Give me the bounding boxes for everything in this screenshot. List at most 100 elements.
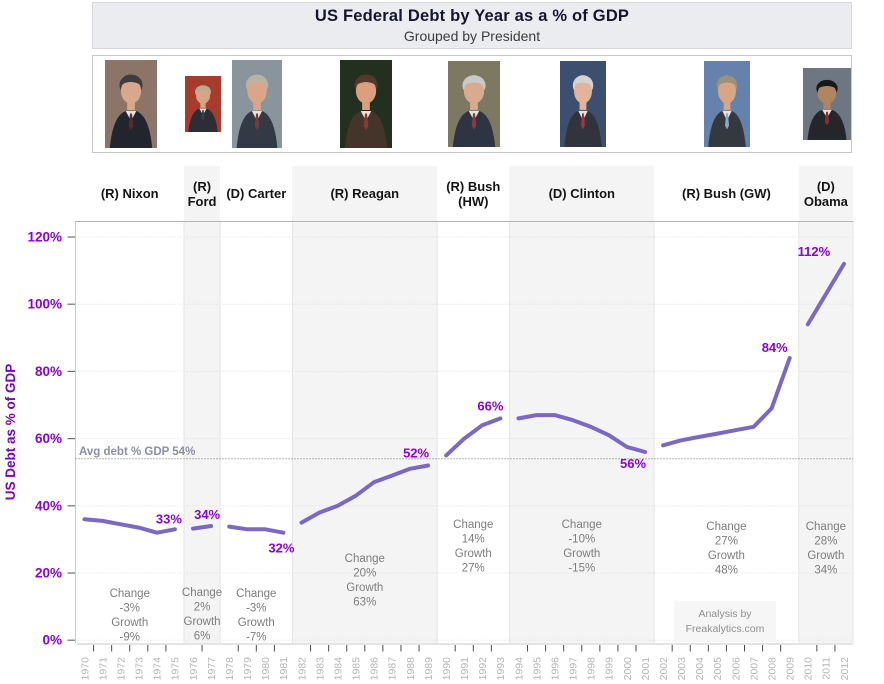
- year-label: 1993: [495, 657, 507, 681]
- year-label: 1991: [459, 657, 471, 681]
- president-portrait: [232, 60, 283, 148]
- year-label: 1975: [170, 657, 182, 681]
- credit-box: Analysis by Freakalytics.com: [674, 601, 776, 642]
- year-label: 1978: [224, 657, 236, 681]
- year-label: 1980: [260, 657, 272, 681]
- panel-background: [183, 221, 221, 643]
- end-value-label: 112%: [798, 244, 831, 259]
- president-portrait: [448, 61, 501, 147]
- president-name-label: (D) Obama: [803, 178, 848, 209]
- year-label: 2012: [839, 657, 851, 681]
- end-value-label: 33%: [156, 511, 182, 526]
- year-label: 1982: [296, 657, 308, 681]
- header-cell-r-nixon[interactable]: (R) Nixon: [76, 166, 184, 221]
- end-value-label: 32%: [268, 541, 294, 556]
- year-label: 1979: [242, 657, 254, 681]
- year-label: 1990: [441, 657, 453, 681]
- y-tick-label: 120%: [27, 230, 62, 245]
- header-cell-r-reagan[interactable]: (R) Reagan: [292, 166, 438, 221]
- year-label: 2005: [712, 657, 724, 681]
- header-cell-d-carter[interactable]: (D) Carter: [220, 166, 292, 221]
- year-label: 1986: [369, 657, 381, 681]
- debt-line-segment[interactable]: [516, 413, 648, 454]
- change-growth-annotation: Change -3% Growth -7%: [236, 588, 276, 644]
- portrait-bust-icon: [559, 61, 606, 147]
- year-label: 1971: [97, 657, 109, 681]
- year-label: 1970: [79, 657, 91, 681]
- panel-background: [292, 221, 438, 643]
- chart-title: US Federal Debt by Year as a % of GDP: [314, 7, 630, 25]
- year-label: 1984: [332, 657, 344, 681]
- president-portrait: [559, 61, 606, 147]
- y-tick-label: 20%: [35, 566, 62, 581]
- portrait-bust-icon: [339, 60, 392, 148]
- end-value-label: 52%: [403, 445, 429, 460]
- year-label: 1996: [549, 657, 561, 681]
- portrait-bust-icon: [104, 60, 157, 148]
- year-label: 1994: [513, 657, 525, 681]
- header-cell-r-ford[interactable]: (R) Ford: [183, 166, 221, 221]
- year-label: 1981: [278, 657, 290, 681]
- year-label: 1972: [116, 657, 128, 681]
- chart-subtitle: Grouped by President: [403, 28, 541, 44]
- y-tick-label: 100%: [27, 297, 62, 312]
- year-label: 1988: [405, 657, 417, 681]
- header-cell-r-bush-hw[interactable]: (R) Bush (HW): [437, 166, 509, 221]
- president-name-label: (R) Reagan: [330, 186, 400, 201]
- year-label: 2002: [658, 657, 670, 681]
- y-tick-label: 60%: [35, 431, 62, 446]
- header-cell-d-obama[interactable]: (D) Obama: [798, 166, 853, 221]
- year-label: 1976: [188, 657, 200, 681]
- debt-line-segment[interactable]: [191, 524, 214, 531]
- change-growth-annotation: Change -10% Growth -15%: [562, 519, 602, 575]
- change-growth-annotation: Change 27% Growth 48%: [706, 521, 746, 577]
- y-tick-label: 80%: [35, 364, 62, 379]
- year-label: 2003: [676, 657, 688, 681]
- y-tick-label: 40%: [35, 498, 62, 513]
- panel-background: [509, 221, 655, 643]
- debt-line-segment[interactable]: [444, 416, 503, 458]
- title-bar: US Federal Debt by Year as a % of GDP Gr…: [92, 2, 852, 49]
- change-growth-annotation: Change -3% Growth -9%: [110, 588, 150, 644]
- end-value-label: 84%: [762, 340, 788, 355]
- y-tick-label: 0%: [42, 633, 62, 648]
- year-label: 1977: [206, 657, 218, 681]
- president-name-label: (D) Clinton: [548, 186, 615, 201]
- year-label: 2007: [748, 657, 760, 681]
- year-label: 2001: [640, 657, 652, 681]
- header-cell-d-clinton[interactable]: (D) Clinton: [509, 166, 655, 221]
- president-name-label: (D) Carter: [226, 186, 287, 201]
- credit-line1: Analysis by: [698, 608, 752, 620]
- year-label: 1985: [351, 657, 363, 681]
- avg-debt-label: Avg debt % GDP 54%: [79, 446, 195, 458]
- debt-line-segment[interactable]: [661, 356, 792, 448]
- credit-line2: Freakalytics.com: [685, 623, 765, 635]
- president-name-label: (R) Ford: [187, 178, 217, 209]
- debt-line-segment[interactable]: [805, 261, 846, 327]
- year-label: 2010: [803, 657, 815, 681]
- end-value-label: 56%: [620, 456, 646, 471]
- header-cell-r-bush-gw[interactable]: (R) Bush (GW): [654, 166, 799, 221]
- debt-line-segment[interactable]: [82, 517, 177, 535]
- portrait-bust-icon: [448, 61, 501, 147]
- year-label: 2009: [785, 657, 797, 681]
- portrait-bust-icon: [704, 61, 751, 147]
- president-portrait: [185, 76, 222, 132]
- year-label: 1999: [604, 657, 616, 681]
- year-label: 1983: [314, 657, 326, 681]
- year-label: 2006: [730, 657, 742, 681]
- year-label: 1974: [152, 657, 164, 681]
- debt-line-segment[interactable]: [299, 463, 431, 525]
- year-label: 1998: [586, 657, 598, 681]
- president-name-label: (R) Bush (HW): [446, 178, 501, 209]
- year-label: 2000: [622, 657, 634, 681]
- year-label: 1995: [531, 657, 543, 681]
- year-label: 1989: [423, 657, 435, 681]
- change-growth-annotation: Change 28% Growth 34%: [806, 521, 846, 577]
- year-label: 1987: [387, 657, 399, 681]
- y-axis-title: US Debt as % of GDP: [3, 364, 18, 501]
- portrait-bust-icon: [232, 60, 283, 148]
- change-growth-annotation: Change 14% Growth 27%: [453, 519, 493, 575]
- debt-line-segment[interactable]: [227, 524, 286, 535]
